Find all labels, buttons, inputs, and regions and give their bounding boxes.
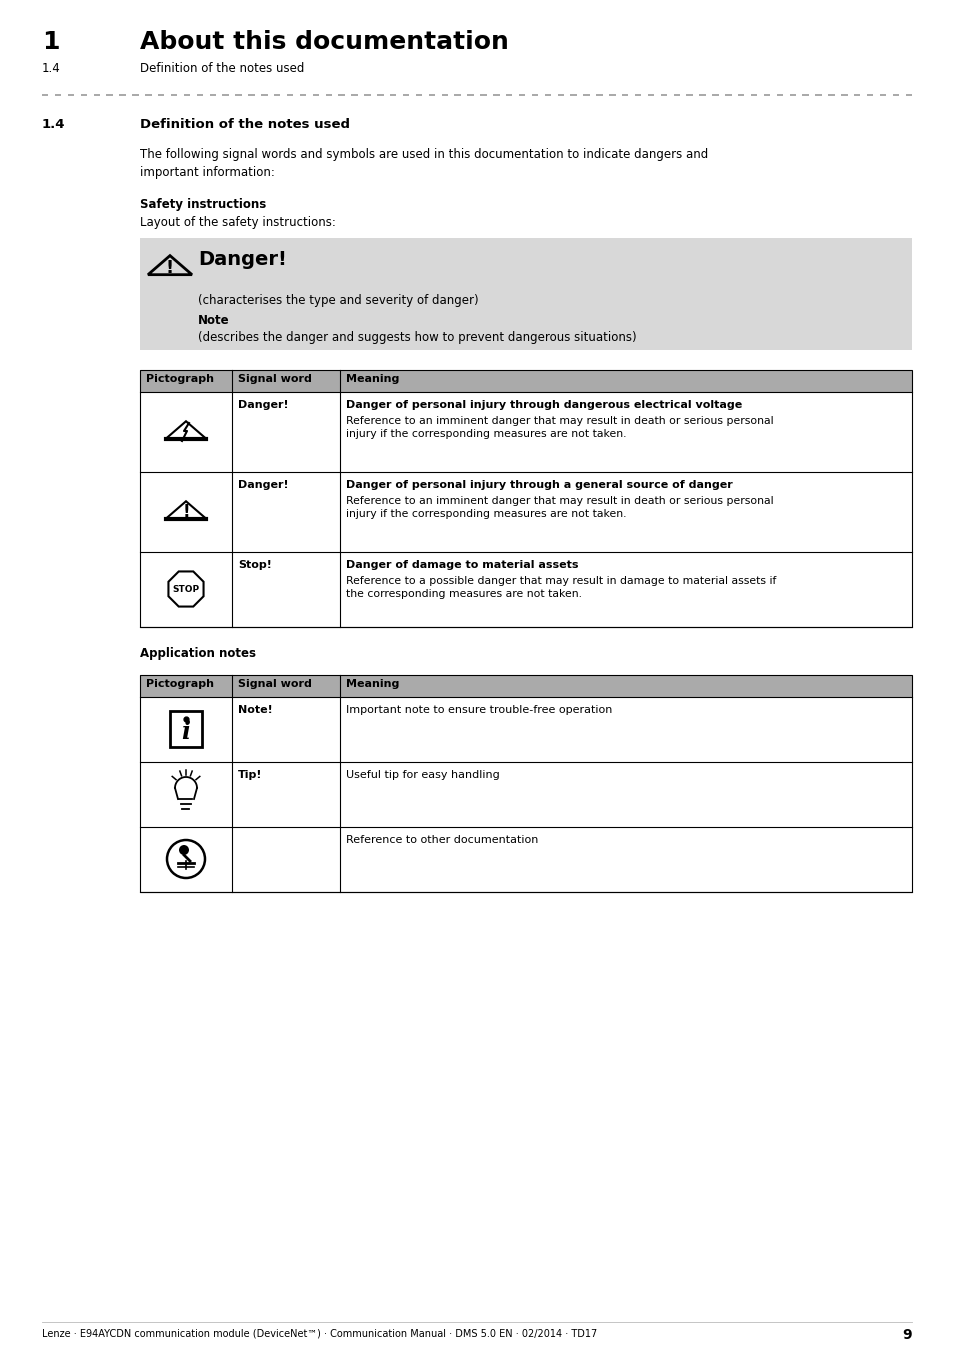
Text: Tip!: Tip! — [237, 769, 262, 780]
Text: Definition of the notes used: Definition of the notes used — [140, 117, 350, 131]
Text: Safety instructions: Safety instructions — [140, 198, 266, 211]
Text: Danger of personal injury through a general source of danger: Danger of personal injury through a gene… — [346, 481, 732, 490]
Text: Reference to an imminent danger that may result in death or serious personal
inj: Reference to an imminent danger that may… — [346, 416, 773, 439]
Text: The following signal words and symbols are used in this documentation to indicat: The following signal words and symbols a… — [140, 148, 707, 180]
FancyBboxPatch shape — [140, 370, 911, 392]
Text: (characterises the type and severity of danger): (characterises the type and severity of … — [198, 294, 478, 306]
Text: Lenze · E94AYCDN communication module (DeviceNet™) · Communication Manual · DMS : Lenze · E94AYCDN communication module (D… — [42, 1328, 597, 1338]
Text: Note: Note — [198, 315, 230, 327]
Text: !: ! — [182, 504, 190, 521]
Text: Signal word: Signal word — [237, 374, 312, 383]
Text: Danger of damage to material assets: Danger of damage to material assets — [346, 560, 578, 570]
Text: !: ! — [166, 259, 173, 277]
Text: Pictograph: Pictograph — [146, 374, 213, 383]
Text: Reference to a possible danger that may result in damage to material assets if
t: Reference to a possible danger that may … — [346, 576, 776, 599]
Text: 1.4: 1.4 — [42, 117, 66, 131]
Text: STOP: STOP — [172, 585, 199, 594]
FancyBboxPatch shape — [170, 711, 202, 747]
Text: Definition of the notes used: Definition of the notes used — [140, 62, 304, 76]
Text: 1: 1 — [42, 30, 59, 54]
Text: Danger!: Danger! — [237, 400, 289, 410]
Text: Layout of the safety instructions:: Layout of the safety instructions: — [140, 216, 335, 230]
Text: 1.4: 1.4 — [42, 62, 61, 76]
Circle shape — [179, 845, 189, 855]
Text: Danger of personal injury through dangerous electrical voltage: Danger of personal injury through danger… — [346, 400, 741, 410]
Text: 9: 9 — [902, 1328, 911, 1342]
Text: Important note to ensure trouble-free operation: Important note to ensure trouble-free op… — [346, 705, 612, 716]
Text: About this documentation: About this documentation — [140, 30, 508, 54]
Text: Meaning: Meaning — [346, 679, 399, 688]
Text: Danger!: Danger! — [237, 481, 289, 490]
Text: Useful tip for easy handling: Useful tip for easy handling — [346, 769, 499, 780]
Text: Reference to an imminent danger that may result in death or serious personal
inj: Reference to an imminent danger that may… — [346, 495, 773, 520]
Text: Note!: Note! — [237, 705, 273, 716]
Text: (describes the danger and suggests how to prevent dangerous situations): (describes the danger and suggests how t… — [198, 331, 636, 344]
Text: Stop!: Stop! — [237, 560, 272, 570]
Text: Pictograph: Pictograph — [146, 679, 213, 688]
Text: i: i — [181, 720, 191, 744]
Text: Danger!: Danger! — [198, 250, 287, 269]
Text: Application notes: Application notes — [140, 647, 255, 660]
FancyBboxPatch shape — [140, 238, 911, 350]
FancyBboxPatch shape — [140, 675, 911, 697]
Text: Reference to other documentation: Reference to other documentation — [346, 836, 537, 845]
Text: Meaning: Meaning — [346, 374, 399, 383]
Text: Signal word: Signal word — [237, 679, 312, 688]
